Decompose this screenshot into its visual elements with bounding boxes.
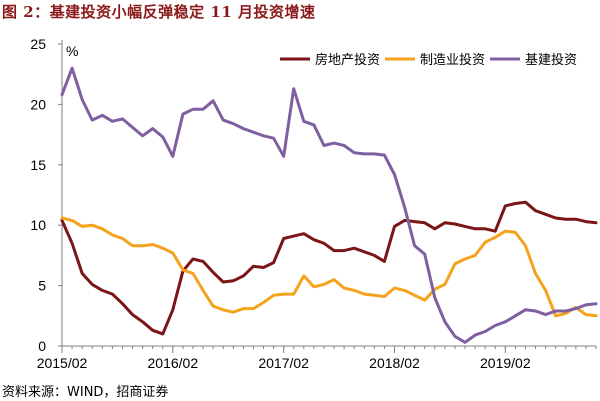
y-tick-label: 5 bbox=[38, 278, 46, 294]
figure-title: 图 2：基建投资小幅反弹稳定 11 月投资增速 bbox=[2, 3, 316, 21]
y-tick-label: 0 bbox=[38, 338, 46, 354]
x-tick-label: 2017/02 bbox=[258, 355, 309, 371]
source-note: 资料来源：WIND，招商证券 bbox=[2, 385, 169, 400]
y-tick-label: 25 bbox=[30, 36, 46, 52]
legend-label-1: 制造业投资 bbox=[420, 52, 485, 68]
legend-label-0: 房地产投资 bbox=[315, 52, 380, 68]
x-tick-label: 2016/02 bbox=[148, 355, 199, 371]
x-tick-label: 2018/02 bbox=[369, 355, 420, 371]
series-lines bbox=[60, 66, 598, 344]
series-line-1 bbox=[60, 216, 598, 318]
y-tick-label: 15 bbox=[30, 157, 46, 173]
y-tick-label: 10 bbox=[30, 217, 46, 233]
y-axis: 0 5 10 15 20 25 bbox=[30, 36, 63, 354]
x-tick-label: 2015/02 bbox=[37, 355, 88, 371]
x-axis: 2015/02 2016/02 2017/02 2018/02 2019/02 bbox=[37, 345, 597, 371]
legend-label-2: 基建投资 bbox=[525, 52, 577, 68]
series-line-0 bbox=[60, 200, 598, 336]
x-tick-label: 2019/02 bbox=[480, 355, 531, 371]
y-unit-label: % bbox=[66, 43, 78, 59]
legend: 房地产投资 制造业投资 基建投资 bbox=[280, 52, 577, 68]
y-tick-label: 20 bbox=[30, 96, 46, 112]
series-line-2 bbox=[60, 66, 598, 344]
